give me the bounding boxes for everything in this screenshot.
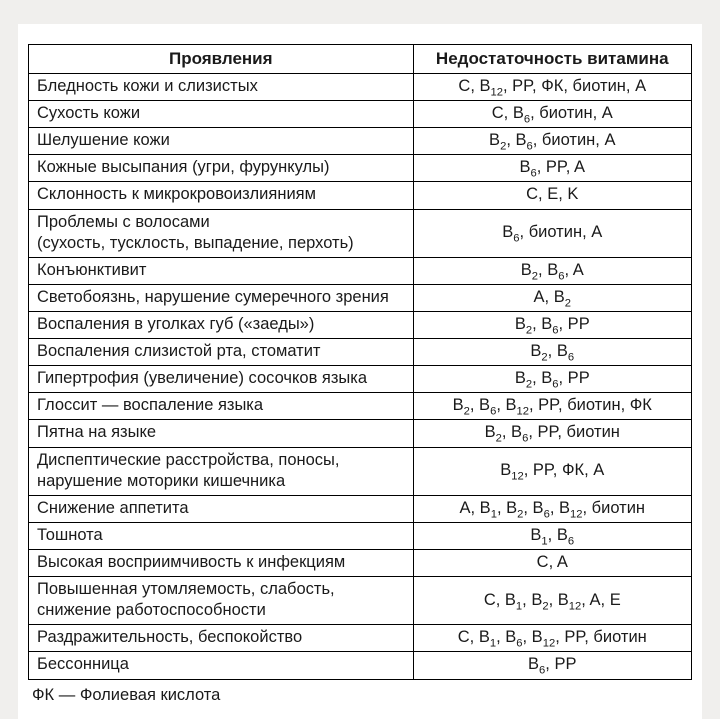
symptom-cell: Сухость кожи — [29, 101, 414, 128]
table-row: Сухость кожиC, B6, биотин, A — [29, 101, 692, 128]
vitamin-cell: B1, B6 — [413, 522, 691, 549]
vitamin-cell: B2, B6, PP, биотин — [413, 420, 691, 447]
table-row: БессонницаB6, PP — [29, 652, 692, 679]
table-row: Высокая восприимчивость к инфекциямC, A — [29, 549, 692, 576]
header-row: Проявления Недостаточность витамина — [29, 45, 692, 74]
symptom-cell: Повышенная утомляемость, слабость,снижен… — [29, 577, 414, 625]
symptom-cell: Раздражительность, беспокойство — [29, 625, 414, 652]
symptom-cell: Склонность к микрокровоизлияниям — [29, 182, 414, 209]
symptom-cell: Воспаления в уголках губ («заеды») — [29, 311, 414, 338]
symptom-cell: Светобоязнь, нарушение сумеречного зрени… — [29, 284, 414, 311]
table-row: Пятна на языкеB2, B6, PP, биотин — [29, 420, 692, 447]
vitamin-cell: C, B12, PP, ФК, биотин, A — [413, 74, 691, 101]
table-row: ТошнотаB1, B6 — [29, 522, 692, 549]
table-row: КонъюнктивитB2, B6, A — [29, 257, 692, 284]
vitamin-cell: C, B1, B2, B12, A, E — [413, 577, 691, 625]
symptom-cell: Бессонница — [29, 652, 414, 679]
table-row: Раздражительность, беспокойствоC, B1, B6… — [29, 625, 692, 652]
table-row: Шелушение кожиB2, B6, биотин, A — [29, 128, 692, 155]
table-row: Глоссит — воспаление языкаB2, B6, B12, P… — [29, 393, 692, 420]
table-row: Светобоязнь, нарушение сумеречного зрени… — [29, 284, 692, 311]
table-row: Гипертрофия (увеличение) сосочков языкаB… — [29, 366, 692, 393]
vitamin-cell: A, B1, B2, B6, B12, биотин — [413, 495, 691, 522]
table-row: Повышенная утомляемость, слабость,снижен… — [29, 577, 692, 625]
table-row: Бледность кожи и слизистыхC, B12, PP, ФК… — [29, 74, 692, 101]
table-row: Воспаления в уголках губ («заеды»)B2, B6… — [29, 311, 692, 338]
table-row: Склонность к микрокровоизлияниямC, E, K — [29, 182, 692, 209]
symptom-cell: Кожные высыпания (угри, фурункулы) — [29, 155, 414, 182]
vitamin-cell: B6, биотин, A — [413, 209, 691, 257]
symptom-cell: Бледность кожи и слизистых — [29, 74, 414, 101]
vitamin-cell: C, A — [413, 549, 691, 576]
vitamin-cell: B2, B6, B12, PP, биотин, ФК — [413, 393, 691, 420]
table-row: Проблемы с волосами(сухость, тусклость, … — [29, 209, 692, 257]
header-symptoms: Проявления — [29, 45, 414, 74]
symptom-cell: Шелушение кожи — [29, 128, 414, 155]
vitamin-cell: B2, B6, A — [413, 257, 691, 284]
vitamin-cell: B2, B6, PP — [413, 366, 691, 393]
vitamin-cell: C, B6, биотин, A — [413, 101, 691, 128]
vitamin-cell: A, B2 — [413, 284, 691, 311]
table-row: Воспаления слизистой рта, стоматитB2, B6 — [29, 339, 692, 366]
vitamin-cell: C, E, K — [413, 182, 691, 209]
vitamin-cell: B2, B6, биотин, A — [413, 128, 691, 155]
table-row: Кожные высыпания (угри, фурункулы)B6, PP… — [29, 155, 692, 182]
table-row: Диспептические расстройства, поносы,нару… — [29, 447, 692, 495]
symptom-cell: Конъюнктивит — [29, 257, 414, 284]
header-deficiency: Недостаточность витамина — [413, 45, 691, 74]
symptom-cell: Проблемы с волосами(сухость, тусклость, … — [29, 209, 414, 257]
vitamin-cell: B6, PP — [413, 652, 691, 679]
symptom-cell: Глоссит — воспаление языка — [29, 393, 414, 420]
table-row: Снижение аппетитаA, B1, B2, B6, B12, био… — [29, 495, 692, 522]
vitamin-cell: B2, B6 — [413, 339, 691, 366]
footnote: ФК — Фолиевая кислота — [28, 680, 692, 705]
symptom-cell: Воспаления слизистой рта, стоматит — [29, 339, 414, 366]
vitamin-cell: B12, PP, ФК, A — [413, 447, 691, 495]
table-card: Проявления Недостаточность витамина Блед… — [18, 24, 702, 719]
symptom-cell: Пятна на языке — [29, 420, 414, 447]
vitamin-cell: B6, PP, A — [413, 155, 691, 182]
vitamin-cell: B2, B6, PP — [413, 311, 691, 338]
symptom-cell: Диспептические расстройства, поносы,нару… — [29, 447, 414, 495]
vitamin-deficiency-table: Проявления Недостаточность витамина Блед… — [28, 44, 692, 680]
symptom-cell: Высокая восприимчивость к инфекциям — [29, 549, 414, 576]
symptom-cell: Гипертрофия (увеличение) сосочков языка — [29, 366, 414, 393]
symptom-cell: Снижение аппетита — [29, 495, 414, 522]
vitamin-cell: C, B1, B6, B12, PP, биотин — [413, 625, 691, 652]
symptom-cell: Тошнота — [29, 522, 414, 549]
